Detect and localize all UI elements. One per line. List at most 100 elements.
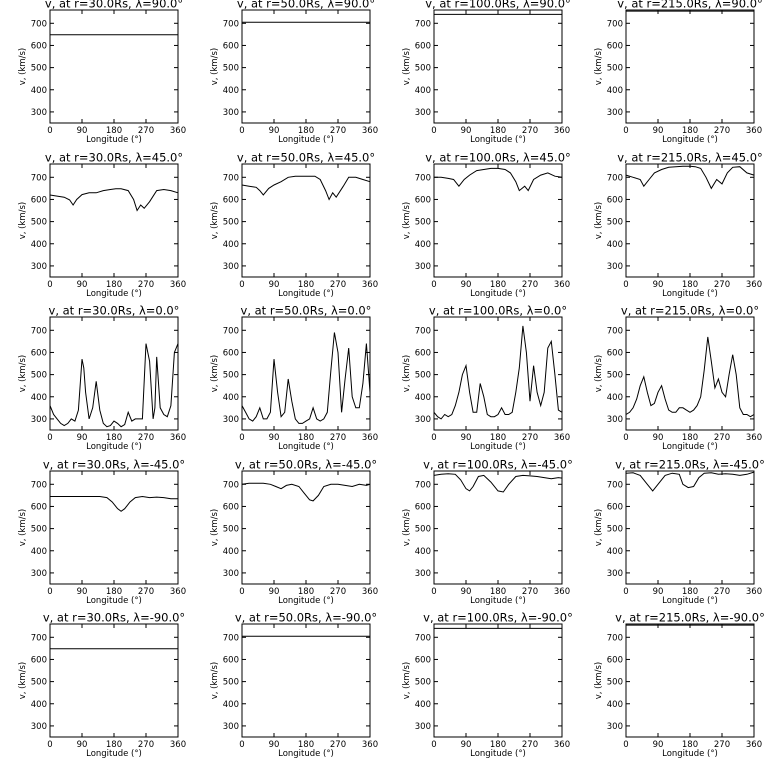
y-tick-label: 600 xyxy=(223,195,239,205)
chart-svg: v, at r=30.0Rs, λ=-90.0° 0 90 180 270 360 300 4… xyxy=(18,611,186,759)
chart-panel: v, at r=215.0Rs, λ=90.0° 0 90 180 270 360 300 4… xyxy=(576,0,768,154)
x-tick-label: 270 xyxy=(138,280,154,290)
x-axis-label: Longitude (°) xyxy=(86,749,142,759)
chart-panel: v, at r=100.0Rs, λ=90.0° 0 90 180 270 360 300 4… xyxy=(384,0,576,154)
chart-svg: v, at r=100.0Rs, λ=-90.0° 0 90 180 270 360 300… xyxy=(402,611,573,759)
x-tick-label: 180 xyxy=(106,433,122,443)
y-tick-label: 500 xyxy=(415,371,431,381)
chart-title: v, at r=215.0Rs, λ=90.0° xyxy=(617,0,763,10)
x-tick-label: 270 xyxy=(522,433,538,443)
plot-frame xyxy=(241,623,371,738)
y-tick-label: 400 xyxy=(607,86,623,96)
y-tick-label: 300 xyxy=(31,108,47,118)
y-tick-label: 300 xyxy=(31,569,47,579)
chart-svg: v, at r=30.0Rs, λ=0.0° 0 90 180 270 360 300 400… xyxy=(18,304,186,452)
x-tick-label: 270 xyxy=(714,433,730,443)
plot-frame xyxy=(625,163,755,278)
x-axis-label: Longitude (°) xyxy=(662,749,718,759)
x-tick-label: 360 xyxy=(746,280,762,290)
x-tick-label: 270 xyxy=(330,280,346,290)
y-tick-label: 600 xyxy=(607,195,623,205)
chart-panel: v, at r=100.0Rs, λ=-45.0° 0 90 180 270 360 300… xyxy=(384,457,576,615)
x-tick-label: 90 xyxy=(653,280,664,290)
y-tick-label: 400 xyxy=(607,393,623,403)
y-tick-label: 500 xyxy=(415,678,431,688)
x-tick-label: 360 xyxy=(170,280,186,290)
chart-svg: v, at r=50.0Rs, λ=-45.0° 0 90 180 270 360 300 4… xyxy=(210,457,378,606)
y-tick-label: 300 xyxy=(31,722,47,732)
x-axis-label: Longitude (°) xyxy=(278,135,334,145)
x-tick-label: 360 xyxy=(362,280,378,290)
x-tick-label: 90 xyxy=(461,587,472,597)
y-tick-label: 300 xyxy=(223,262,239,272)
x-tick-label: 270 xyxy=(330,126,346,136)
x-tick-label: 180 xyxy=(682,587,698,597)
y-tick-label: 700 xyxy=(607,480,623,490)
x-tick-label: 270 xyxy=(138,126,154,136)
x-tick-label: 0 xyxy=(623,587,628,597)
y-axis-label: v, (km/s) xyxy=(210,48,220,86)
x-tick-label: 0 xyxy=(239,587,244,597)
y-tick-label: 500 xyxy=(31,371,47,381)
series-line xyxy=(241,332,371,425)
x-tick-label: 90 xyxy=(77,433,88,443)
x-tick-label: 90 xyxy=(77,587,88,597)
chart-panel: v, at r=100.0Rs, λ=0.0° 0 90 180 270 360 300 40… xyxy=(384,304,576,461)
y-tick-label: 300 xyxy=(607,722,623,732)
plot-frame xyxy=(625,470,755,585)
y-tick-label: 500 xyxy=(607,524,623,534)
y-axis-label: v, (km/s) xyxy=(210,201,220,239)
x-tick-label: 180 xyxy=(490,280,506,290)
x-axis-label: Longitude (°) xyxy=(86,289,142,299)
x-tick-label: 180 xyxy=(106,126,122,136)
y-tick-label: 300 xyxy=(607,569,623,579)
plot-frame xyxy=(49,316,179,431)
x-axis-label: Longitude (°) xyxy=(278,442,334,452)
x-tick-label: 90 xyxy=(461,126,472,136)
y-tick-label: 600 xyxy=(31,195,47,205)
chart-title: v, at r=30.0Rs, λ=90.0° xyxy=(45,0,183,10)
x-tick-label: 90 xyxy=(77,280,88,290)
y-tick-label: 600 xyxy=(607,41,623,51)
plot-frame xyxy=(625,623,755,738)
chart-svg: v, at r=215.0Rs, λ=-90.0° 0 90 180 270 360 300… xyxy=(594,611,765,759)
x-tick-label: 180 xyxy=(490,126,506,136)
x-tick-label: 360 xyxy=(554,740,570,750)
x-tick-label: 0 xyxy=(623,740,628,750)
y-axis-label: v, (km/s) xyxy=(210,662,220,700)
x-tick-label: 0 xyxy=(47,740,52,750)
chart-panel: v, at r=100.0Rs, λ=45.0° 0 90 180 270 360 300 4… xyxy=(384,150,576,308)
x-tick-label: 0 xyxy=(47,280,52,290)
x-tick-label: 270 xyxy=(522,280,538,290)
y-tick-label: 700 xyxy=(223,19,239,29)
x-axis-label: Longitude (°) xyxy=(278,596,334,606)
x-axis-label: Longitude (°) xyxy=(470,749,526,759)
y-tick-label: 600 xyxy=(607,502,623,512)
x-tick-label: 270 xyxy=(138,433,154,443)
y-tick-label: 500 xyxy=(607,64,623,74)
plot-frame xyxy=(433,470,563,585)
y-tick-label: 700 xyxy=(415,480,431,490)
x-tick-label: 90 xyxy=(461,280,472,290)
x-tick-label: 360 xyxy=(362,433,378,443)
series-line xyxy=(50,495,178,512)
y-tick-label: 400 xyxy=(415,86,431,96)
y-tick-label: 700 xyxy=(415,19,431,29)
y-tick-label: 700 xyxy=(223,634,239,644)
x-axis-label: Longitude (°) xyxy=(86,596,142,606)
y-tick-label: 500 xyxy=(31,524,47,534)
x-tick-label: 0 xyxy=(431,433,436,443)
x-tick-label: 0 xyxy=(431,740,436,750)
y-axis-label: v, (km/s) xyxy=(402,201,412,239)
x-tick-label: 0 xyxy=(239,740,244,750)
chart-panel: v, at r=100.0Rs, λ=-90.0° 0 90 180 270 360 300… xyxy=(384,611,576,768)
y-tick-label: 300 xyxy=(223,722,239,732)
y-tick-label: 600 xyxy=(415,502,431,512)
y-tick-label: 600 xyxy=(223,656,239,666)
x-tick-label: 90 xyxy=(269,587,280,597)
chart-svg: v, at r=215.0Rs, λ=-45.0° 0 90 180 270 360 300… xyxy=(594,457,765,605)
y-tick-label: 700 xyxy=(31,480,47,490)
plot-frame xyxy=(49,623,179,738)
chart-panel: v, at r=50.0Rs, λ=-45.0° 0 90 180 270 360 300 4… xyxy=(192,457,384,615)
chart-title: v, at r=100.0Rs, λ=90.0° xyxy=(425,0,571,10)
